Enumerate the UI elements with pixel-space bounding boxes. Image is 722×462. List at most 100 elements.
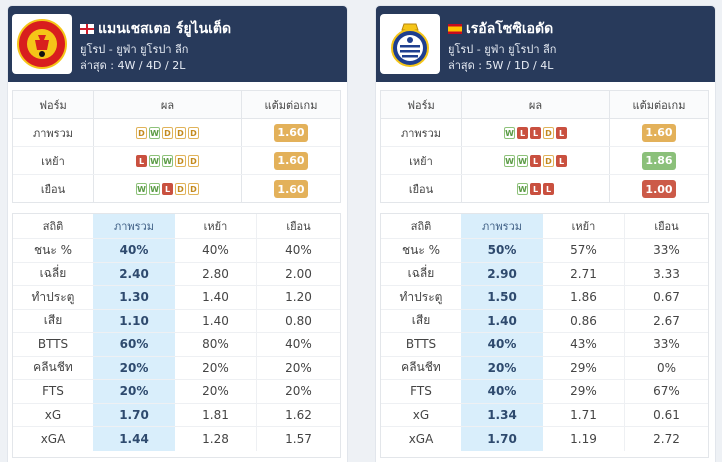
result-badge[interactable]: D xyxy=(175,154,186,167)
form-row: ภาพรวม W L L D L 1.60 xyxy=(381,119,708,147)
stat-label: xGA xyxy=(408,431,434,446)
result-badge[interactable]: W xyxy=(162,154,173,167)
result-badge[interactable]: D xyxy=(136,126,147,139)
result-badge[interactable]: D xyxy=(543,126,554,139)
stat-home: 1.40 xyxy=(175,309,257,332)
form-row: ภาพรวม D W D D D 1.60 xyxy=(13,119,340,147)
form-row: เยือน W W L D D 1.60 xyxy=(13,175,340,203)
stats-row: ชนะ % 40% 40% 40% xyxy=(13,239,340,263)
result-badge[interactable]: L xyxy=(517,126,528,139)
form-row-label: เหย้า xyxy=(409,154,433,168)
form-row: เยือน W L L 1.00 xyxy=(381,175,708,203)
stats-row: เสีย 1.10 1.40 0.80 xyxy=(13,309,340,333)
result-badge[interactable]: W xyxy=(517,154,528,167)
result-badge[interactable]: L xyxy=(162,183,173,195)
stats-table: สถิติ ภาพรวม เหย้า เยือนชนะ % 40% 40% 40% เฉลี่… xyxy=(12,213,341,458)
stat-label: เฉลี่ย xyxy=(407,266,435,281)
stats-row: คลีนชีท 20% 29% 0% xyxy=(381,356,708,380)
stat-label: FTS xyxy=(42,384,64,399)
stats-row: ทำประตู 1.50 1.86 0.67 xyxy=(381,286,708,310)
stat-home: 20% xyxy=(175,356,257,379)
form-row-label: ภาพรวม xyxy=(400,126,441,140)
stats-header-cell[interactable]: ภาพรวม xyxy=(93,214,175,238)
stats-row: ชนะ % 50% 57% 33% xyxy=(381,239,708,263)
stat-label: xG xyxy=(44,407,62,422)
result-badge[interactable]: L xyxy=(530,126,541,139)
result-badge[interactable]: D xyxy=(188,183,199,195)
form-table: ฟอร์ม ผล แต้มต่อเกม ภาพรวม D W D D D 1.60 เหย้… xyxy=(12,90,341,203)
stat-away: 67% xyxy=(653,384,680,399)
stat-away: 3.33 xyxy=(653,266,680,281)
result-badge[interactable]: W xyxy=(149,183,160,195)
team-recent-record: ล่าสุด : 5W / 1D / 4L xyxy=(448,59,554,72)
stats-header-row: สถิติ ภาพรวม เหย้า เยือน xyxy=(13,214,340,239)
ppg-badge: 1.60 xyxy=(274,151,308,170)
team-logo[interactable] xyxy=(12,14,72,74)
stats-header-cell[interactable]: ภาพรวม xyxy=(461,214,543,238)
result-badge[interactable]: W xyxy=(136,183,147,195)
result-badge[interactable]: D xyxy=(188,126,199,139)
stats-row: xG 1.34 1.71 0.61 xyxy=(381,403,708,427)
stats-header-cell[interactable]: เยือน xyxy=(286,220,311,233)
stat-home: 57% xyxy=(543,239,625,262)
result-badge[interactable]: W xyxy=(504,126,515,139)
result-badge[interactable]: W xyxy=(149,154,160,167)
stat-label: คลีนชีท xyxy=(33,360,73,375)
team-name[interactable]: แมนเชสเตอ ร์ยูไนเต็ด xyxy=(80,18,231,40)
stat-label: FTS xyxy=(410,384,432,399)
stats-row: คลีนชีท 20% 20% 20% xyxy=(13,356,340,380)
stat-overall: 1.50 xyxy=(461,286,543,309)
form-row-label: เหย้า xyxy=(41,154,65,168)
team-name-text: แมนเชสเตอ ร์ยูไนเต็ด xyxy=(98,21,232,37)
team-name[interactable]: เรอัลโซซิเอดัด xyxy=(448,18,553,40)
result-badge[interactable]: D xyxy=(175,183,186,195)
stat-away: 40% xyxy=(285,337,312,352)
result-badge[interactable]: W xyxy=(504,154,515,167)
stat-home: 2.71 xyxy=(543,262,625,285)
stat-home: 0.86 xyxy=(543,309,625,332)
result-badge[interactable]: L xyxy=(543,183,554,195)
stat-away: 2.72 xyxy=(653,431,680,446)
result-badge[interactable]: W xyxy=(517,183,528,195)
stat-overall: 20% xyxy=(461,356,543,379)
stats-table: สถิติ ภาพรวม เหย้า เยือน ชนะ % 50% 57% 33% เฉลี่… xyxy=(380,213,709,458)
result-badge[interactable]: L xyxy=(136,154,147,167)
stat-overall: 20% xyxy=(93,356,175,379)
stat-home: 29% xyxy=(543,380,625,403)
team-card-home: แมนเชสเตอ ร์ยูไนเต็ด ยูโรป - ยูฟ่า ยูโรป… xyxy=(8,6,347,462)
form-header-ppg: แต้มต่อเกม xyxy=(264,98,318,112)
ppg-cell: 1.00 xyxy=(610,180,708,198)
stat-label: xG xyxy=(412,407,430,422)
result-badge[interactable]: L xyxy=(556,154,567,167)
stat-label: เฉลี่ย xyxy=(39,266,67,281)
result-badge[interactable]: D xyxy=(162,126,173,139)
stat-overall: 1.10 xyxy=(93,309,175,332)
stat-label: BTTS xyxy=(37,337,69,352)
spain-flag-icon xyxy=(448,24,462,34)
stats-header-cell[interactable]: เหย้า xyxy=(543,214,625,238)
result-badge[interactable]: D xyxy=(543,154,554,167)
stat-overall: 50% xyxy=(461,239,543,262)
result-badge[interactable]: D xyxy=(175,126,186,139)
stats-header-cell: สถิติ xyxy=(42,220,64,233)
stat-home: 43% xyxy=(543,333,625,356)
stat-away: 33% xyxy=(653,243,680,258)
stat-away: 20% xyxy=(285,360,312,375)
result-badge[interactable]: D xyxy=(188,154,199,167)
form-row: เหย้า W W L D L 1.86 xyxy=(381,147,708,175)
stat-home: 1.86 xyxy=(543,286,625,309)
stats-header-cell[interactable]: เหย้า xyxy=(175,214,257,238)
ppg-badge: 1.00 xyxy=(642,180,676,198)
result-badge[interactable]: L xyxy=(530,183,541,195)
stat-label: ทำประตู xyxy=(399,289,443,304)
stats-row: xGA 1.44 1.28 1.57 xyxy=(13,427,340,451)
team-logo[interactable] xyxy=(380,14,440,74)
result-badge[interactable]: L xyxy=(556,126,567,139)
stats-header-cell[interactable]: เยือน xyxy=(654,220,679,233)
result-badge[interactable]: W xyxy=(149,126,160,139)
stats-row: FTS 40% 29% 67% xyxy=(381,380,708,404)
result-badge[interactable]: L xyxy=(530,154,541,167)
